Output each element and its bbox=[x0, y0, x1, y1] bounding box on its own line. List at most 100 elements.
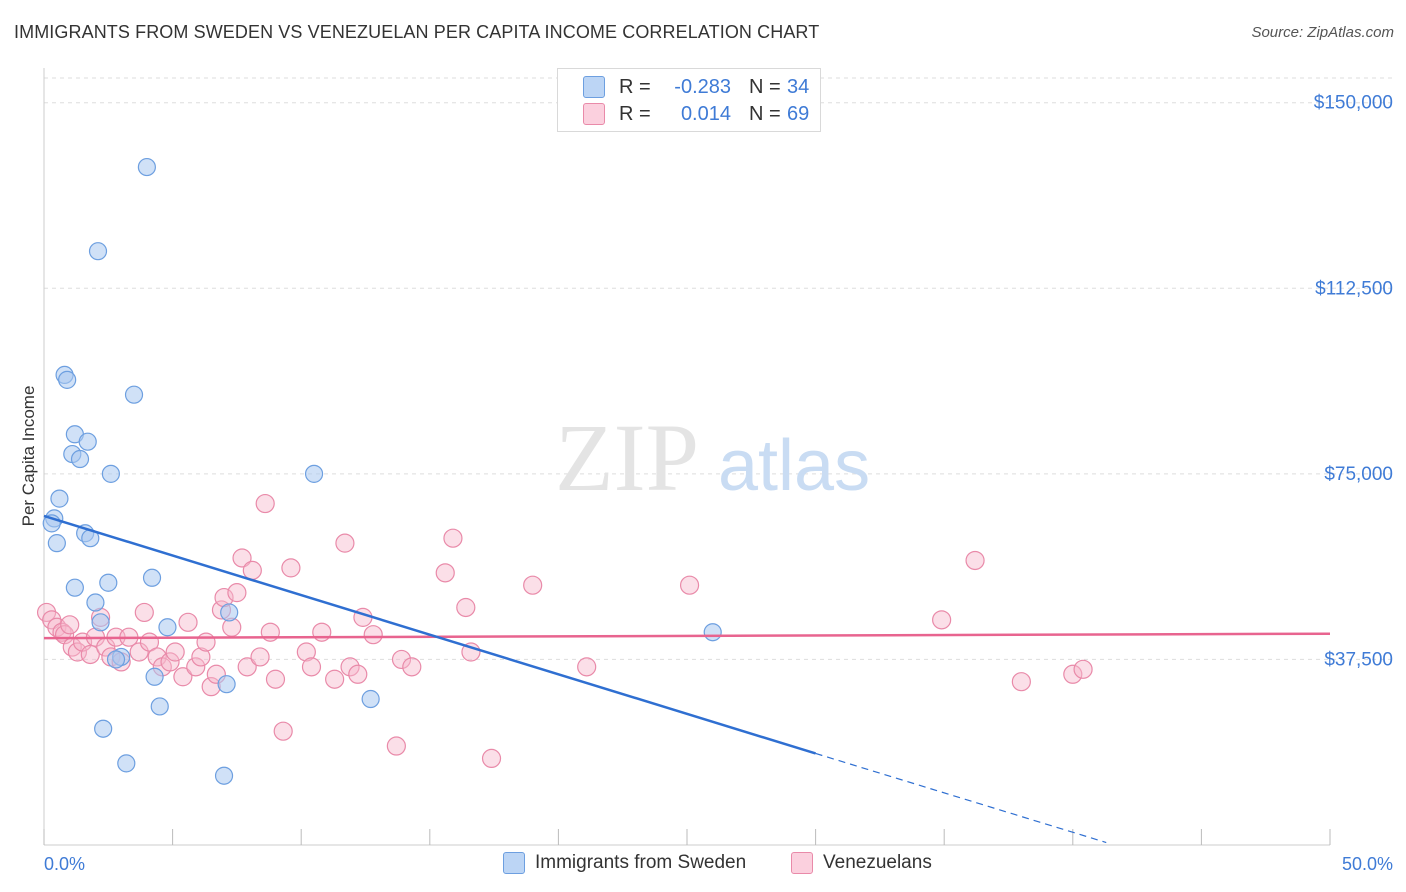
venezuelans-point bbox=[348, 664, 368, 684]
venezuelans-point bbox=[265, 669, 286, 689]
venezuelans-point bbox=[340, 657, 360, 677]
sweden-point bbox=[101, 464, 120, 483]
venezuelans-point bbox=[335, 533, 355, 553]
sweden-point bbox=[50, 489, 69, 508]
venezuelans-point bbox=[232, 548, 252, 568]
legend-label-venezuelans: Venezuelans bbox=[823, 852, 932, 873]
axes bbox=[43, 68, 1331, 846]
venezuelans-point bbox=[250, 647, 270, 667]
y-tick-label: $112,500 bbox=[1315, 278, 1393, 299]
sweden-point bbox=[217, 675, 236, 694]
sweden-point bbox=[703, 623, 722, 642]
venezuelans-point bbox=[134, 602, 154, 623]
legend-item-sweden: Immigrants from Sweden bbox=[503, 852, 746, 874]
venezuelans-point bbox=[173, 667, 193, 687]
sweden-swatch bbox=[583, 76, 605, 98]
venezuelans-point bbox=[435, 563, 455, 583]
venezuelans-point bbox=[52, 622, 72, 642]
venezuelans-point bbox=[523, 575, 543, 595]
n-label: N = bbox=[749, 75, 781, 98]
sweden-trend-line bbox=[43, 514, 816, 755]
venezuelans-point bbox=[391, 649, 412, 670]
venezuelans-point bbox=[129, 642, 149, 662]
venezuelans-point bbox=[577, 657, 597, 677]
venezuelans-point bbox=[402, 657, 422, 677]
venezuelans-point bbox=[312, 622, 332, 642]
legend-label-sweden: Immigrants from Sweden bbox=[535, 852, 747, 873]
venezuelans-trend-line bbox=[43, 632, 1331, 640]
venezuelans-point bbox=[481, 748, 502, 769]
venezuelans-swatch bbox=[583, 103, 605, 125]
watermark-zip: ZIP bbox=[555, 404, 699, 511]
venezuelans-point bbox=[1073, 659, 1093, 679]
n-value: 69 bbox=[787, 102, 810, 125]
sweden-point bbox=[78, 432, 97, 451]
r-value: 0.014 bbox=[680, 102, 731, 125]
sweden-point bbox=[99, 573, 118, 592]
legend-item-venezuelans: Venezuelans bbox=[791, 852, 932, 874]
x-tick-label-max: 50.0% bbox=[1342, 854, 1393, 874]
venezuelans-point bbox=[191, 647, 211, 667]
y-tick-label: $75,000 bbox=[1324, 464, 1393, 485]
sweden-point bbox=[94, 719, 113, 738]
venezuelans-point bbox=[456, 597, 476, 618]
legend-row-venezuelans: R = 0.014 N = 69 bbox=[583, 101, 809, 127]
venezuelans-point bbox=[301, 657, 322, 677]
sweden-point bbox=[142, 568, 162, 587]
venezuelans-point bbox=[679, 575, 700, 595]
source-label: Source: ZipAtlas.com bbox=[1251, 24, 1394, 41]
y-tick-labels: $37,500 $75,000 $112,500 $150,000 bbox=[1314, 93, 1393, 671]
sweden-trend-extension bbox=[815, 752, 1107, 844]
sweden-point bbox=[214, 766, 234, 785]
y-axis-label: Per Capita Income bbox=[19, 386, 38, 527]
venezuelans-point bbox=[60, 615, 80, 635]
venezuelans-point bbox=[296, 642, 316, 662]
n-value: 34 bbox=[787, 75, 810, 98]
sweden-point bbox=[145, 667, 164, 686]
sweden-point bbox=[150, 697, 169, 716]
venezuelans-point bbox=[965, 550, 985, 571]
sweden-point bbox=[361, 689, 380, 709]
sweden-point bbox=[70, 449, 90, 469]
trend-lines bbox=[43, 514, 1331, 844]
sweden-point bbox=[91, 613, 110, 632]
sweden-point bbox=[137, 157, 156, 177]
sweden-point bbox=[220, 603, 239, 622]
correlation-legend: R = -0.283 N = 34 R = 0.014 N = 69 bbox=[557, 68, 821, 132]
venezuelans-swatch bbox=[791, 852, 813, 874]
y-tick-label: $37,500 bbox=[1324, 649, 1393, 670]
legend-row-sweden: R = -0.283 N = 34 bbox=[583, 74, 809, 100]
venezuelans-point bbox=[325, 669, 345, 689]
venezuelans-point bbox=[932, 610, 952, 630]
sweden-point bbox=[124, 385, 144, 404]
sweden-point bbox=[304, 464, 324, 483]
sweden-point bbox=[58, 370, 77, 389]
venezuelans-point bbox=[178, 612, 198, 632]
venezuelans-point bbox=[147, 647, 167, 667]
venezuelans-point bbox=[386, 736, 406, 756]
watermark-atlas: atlas bbox=[718, 426, 870, 506]
venezuelans-point bbox=[363, 625, 383, 645]
venezuelans-point bbox=[227, 583, 247, 603]
sweden-point bbox=[86, 593, 105, 612]
venezuelans-point bbox=[255, 493, 275, 514]
x-tick-label-min: 0.0% bbox=[44, 854, 85, 874]
sweden-point bbox=[65, 578, 84, 597]
sweden-point bbox=[158, 618, 177, 637]
r-label: R = bbox=[619, 75, 651, 98]
venezuelans-point bbox=[1011, 672, 1031, 692]
y-tick-label: $150,000 bbox=[1314, 93, 1393, 114]
venezuelans-point bbox=[242, 560, 262, 580]
venezuelans-point bbox=[1063, 664, 1083, 684]
venezuelans-point bbox=[80, 644, 100, 665]
n-label: N = bbox=[749, 102, 781, 125]
r-label: R = bbox=[619, 102, 651, 125]
chart-title: IMMIGRANTS FROM SWEDEN VS VENEZUELAN PER… bbox=[14, 22, 820, 42]
sweden-point bbox=[47, 534, 66, 553]
sweden-point bbox=[88, 242, 108, 261]
sweden-point bbox=[117, 754, 136, 773]
sweden-point bbox=[106, 650, 126, 669]
venezuelans-point bbox=[281, 558, 301, 578]
venezuelans-point bbox=[443, 528, 463, 548]
